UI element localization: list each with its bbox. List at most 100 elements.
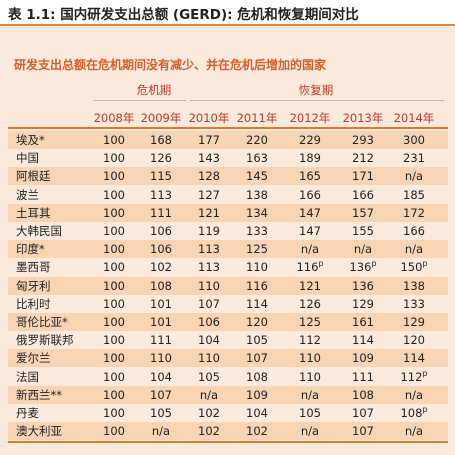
value-text: 100	[103, 406, 125, 420]
value-cell: 108	[339, 386, 387, 404]
value-text: n/a	[404, 169, 424, 184]
value-text: 120	[403, 333, 425, 348]
value-text: 113	[150, 187, 172, 202]
value-cell: 147	[286, 204, 334, 222]
value-text: 161	[352, 315, 374, 329]
value-text: 102	[198, 424, 220, 439]
value-text: 220	[246, 133, 268, 147]
value-cell: 220	[233, 131, 281, 149]
country-cell: 埃及*	[16, 133, 45, 147]
value-text: 121	[198, 205, 220, 220]
country-cell: 匈牙利	[16, 278, 51, 293]
value-text: 101	[150, 315, 172, 329]
value-cell: 111	[137, 204, 185, 222]
value-text: 108	[150, 278, 172, 293]
value-cell: n/a	[390, 422, 438, 440]
value-cell: 171	[339, 167, 387, 185]
value-cell: 138	[390, 277, 438, 295]
table-row: 比利时 100 101 107 114 126 129 133	[8, 295, 448, 313]
value-cell: 293	[339, 131, 387, 149]
value-cell: 300	[390, 131, 438, 149]
value-cell: 101	[137, 313, 185, 331]
value-cell: 121	[286, 277, 334, 295]
value-cell: 177	[185, 131, 233, 149]
value-cell: 110	[185, 349, 233, 367]
header-divider	[8, 127, 448, 129]
value-text: 110	[198, 278, 220, 293]
value-text: 100	[103, 424, 125, 439]
value-text: 104	[198, 333, 220, 348]
value-text: 110	[246, 260, 268, 275]
value-text: 157	[352, 205, 374, 220]
value-cell: n/a	[286, 240, 334, 258]
value-text: 172	[403, 205, 425, 220]
value-cell: 100	[90, 422, 138, 440]
value-cell: 113	[137, 186, 185, 204]
table-row: 大韩民国 100 106 119 133 147 155 166	[8, 222, 448, 240]
value-text: 104	[246, 406, 268, 420]
value-cell: 147	[286, 222, 334, 240]
value-text: 111	[150, 205, 172, 220]
year-header: 2014年	[393, 111, 435, 125]
value-text: 100	[103, 133, 125, 147]
value-cell: 136	[339, 277, 387, 295]
value-text: 116	[246, 278, 268, 293]
year-header: 2013年	[342, 111, 384, 125]
year-header: 2008年	[93, 111, 135, 125]
value-text: 114	[352, 333, 374, 348]
value-text: 138	[246, 187, 268, 202]
value-text: 166	[352, 187, 374, 202]
value-text: 147	[299, 224, 321, 238]
value-cell: 116p	[286, 258, 334, 276]
provisional-marker: p	[422, 368, 428, 378]
year-header: 2009年	[140, 111, 182, 125]
value-cell: n/a	[390, 386, 438, 404]
value-cell: 100	[90, 386, 138, 404]
value-text: n/a	[404, 242, 424, 257]
value-cell: 106	[137, 240, 185, 258]
value-text: 116	[296, 260, 319, 275]
value-text: 120	[246, 315, 268, 329]
group-header-recovery: 恢复期	[298, 83, 334, 97]
value-cell: 155	[339, 222, 387, 240]
value-cell: 134	[233, 204, 281, 222]
value-cell: 114	[390, 349, 438, 367]
value-cell: 101	[137, 295, 185, 313]
value-text: 106	[150, 224, 172, 238]
value-cell: 133	[390, 295, 438, 313]
value-text: 105	[198, 369, 220, 384]
value-cell: 185	[390, 186, 438, 204]
value-cell: 112p	[390, 368, 438, 386]
value-text: 108	[352, 387, 374, 402]
value-cell: 119	[185, 222, 233, 240]
value-cell: 128	[185, 167, 233, 185]
value-cell: 100	[90, 404, 138, 422]
value-text: n/a	[404, 387, 424, 402]
country-cell: 法国	[16, 369, 39, 384]
value-cell: n/a	[185, 386, 233, 404]
country-cell: 阿根廷	[16, 169, 51, 184]
value-cell: 166	[339, 186, 387, 204]
value-cell: 105	[233, 331, 281, 349]
value-text: 102	[198, 406, 220, 420]
group-rule-crisis	[94, 100, 186, 101]
value-text: 107	[246, 351, 268, 366]
value-text: 100	[103, 242, 125, 257]
value-cell: 107	[233, 349, 281, 367]
value-cell: 150p	[390, 258, 438, 276]
value-cell: 100	[90, 204, 138, 222]
value-cell: 111	[339, 368, 387, 386]
value-text: 109	[246, 387, 268, 402]
country-cell: 土耳其	[16, 205, 51, 220]
value-text: 108	[246, 369, 268, 384]
group-header-crisis: 危机期	[136, 83, 172, 97]
value-text: 189	[299, 151, 321, 166]
value-cell: n/a	[286, 422, 334, 440]
value-cell: 100	[90, 167, 138, 185]
value-text: 107	[352, 406, 374, 420]
value-text: 107	[198, 296, 220, 311]
table-row: 丹麦 100 105 102 104 105 107 108p	[8, 404, 448, 422]
value-text: 113	[198, 260, 220, 275]
table-row: 波兰 100 113 127 138 166 166 185	[8, 186, 448, 204]
